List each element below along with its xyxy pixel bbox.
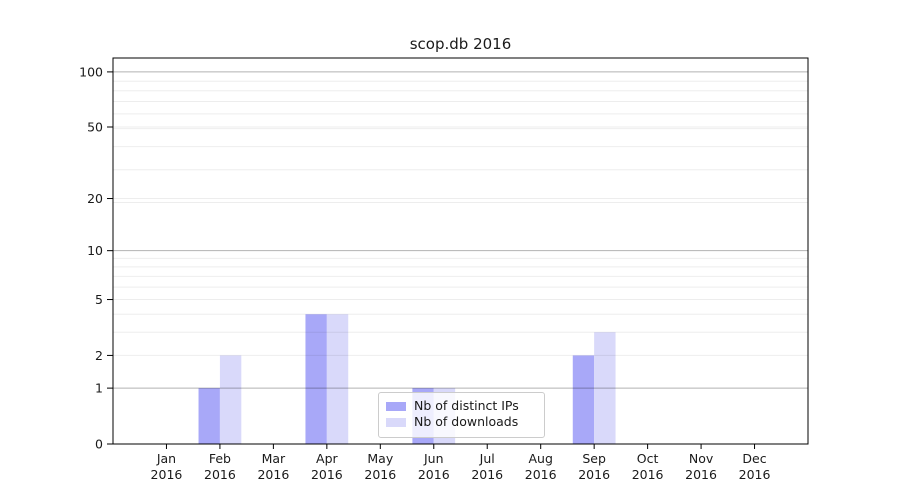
legend-swatch-distinct-ips (386, 401, 406, 411)
bar-distinct-ips (572, 355, 595, 444)
y-tick-label: 100 (79, 64, 103, 79)
x-tick-label-year: 2016 (685, 467, 717, 482)
x-tick-label-year: 2016 (311, 467, 343, 482)
x-tick-label-month: Jan (156, 451, 176, 466)
x-tick-label-month: Jun (423, 451, 444, 466)
legend-item-distinct-ips: Nb of distinct IPs (386, 398, 544, 414)
x-tick-label-year: 2016 (204, 467, 236, 482)
x-tick-label-month: Apr (316, 451, 338, 466)
x-tick-label-month: Mar (262, 451, 286, 466)
x-tick-label-year: 2016 (739, 467, 771, 482)
x-tick-label-year: 2016 (418, 467, 450, 482)
legend: Nb of distinct IPs Nb of downloads (378, 392, 545, 438)
x-tick-label-month: Dec (742, 451, 766, 466)
x-tick-label-month: Sep (582, 451, 606, 466)
legend-item-downloads: Nb of downloads (386, 414, 544, 430)
x-tick-label-month: Oct (637, 451, 659, 466)
legend-label-distinct-ips: Nb of distinct IPs (414, 398, 519, 413)
x-tick-label-year: 2016 (632, 467, 664, 482)
x-tick-label-year: 2016 (364, 467, 396, 482)
y-tick-label: 5 (95, 292, 103, 307)
x-tick-label-year: 2016 (578, 467, 610, 482)
x-tick-label-year: 2016 (151, 467, 183, 482)
y-tick-label: 2 (95, 348, 103, 363)
x-tick-label-month: Nov (689, 451, 714, 466)
chart-title: scop.db 2016 (409, 35, 512, 53)
bar-distinct-ips (198, 388, 220, 444)
x-tick-label-year: 2016 (525, 467, 557, 482)
x-tick-label-month: Aug (528, 451, 552, 466)
y-tick-label: 10 (87, 243, 103, 258)
legend-label-downloads: Nb of downloads (414, 414, 519, 429)
bar-distinct-ips (305, 314, 327, 444)
x-tick-label-year: 2016 (257, 467, 289, 482)
y-tick-label: 50 (87, 119, 103, 134)
bar-downloads (326, 314, 349, 444)
x-tick-label-month: Jul (479, 451, 495, 466)
x-tick-label-month: May (367, 451, 393, 466)
y-tick-label: 20 (87, 191, 103, 206)
y-tick-label: 1 (95, 381, 103, 396)
bar-downloads (594, 332, 616, 444)
legend-swatch-downloads (386, 417, 406, 427)
x-tick-label-month: Feb (209, 451, 231, 466)
x-tick-label-year: 2016 (471, 467, 503, 482)
y-tick-label: 0 (95, 437, 103, 452)
bar-downloads (219, 355, 242, 444)
